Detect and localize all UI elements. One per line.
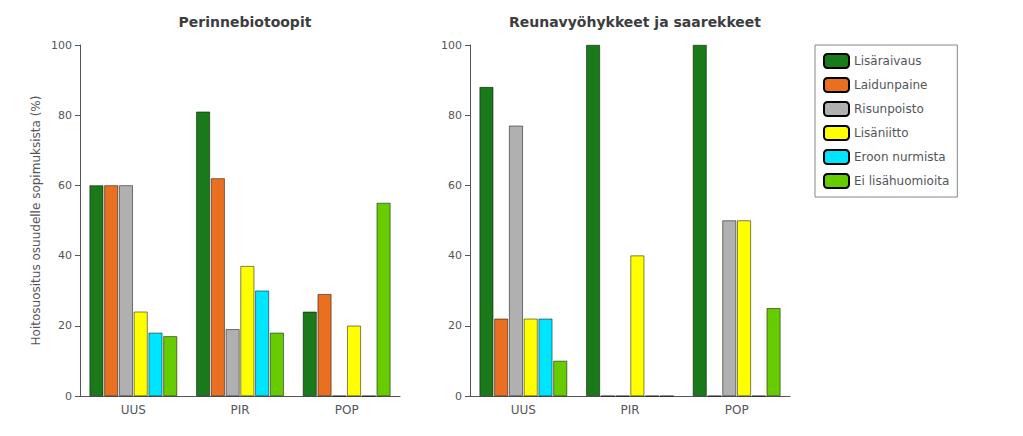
svg-text:PIR: PIR (230, 403, 249, 417)
svg-text:PIR: PIR (620, 403, 639, 417)
svg-text:0: 0 (455, 390, 462, 403)
svg-text:POP: POP (725, 403, 749, 417)
svg-text:100: 100 (51, 39, 72, 52)
svg-text:Lisäraivaus: Lisäraivaus (854, 54, 922, 68)
svg-text:UUS: UUS (121, 403, 146, 417)
svg-text:Eroon nurmista: Eroon nurmista (854, 150, 946, 164)
svg-text:Lisäniitto: Lisäniitto (854, 126, 909, 140)
svg-text:0: 0 (65, 390, 72, 403)
svg-text:Hoitosuositus osuudelle sopimu: Hoitosuositus osuudelle sopimuksista (%) (29, 96, 43, 346)
svg-text:20: 20 (58, 319, 72, 332)
svg-text:Perinnebiotoopit: Perinnebiotoopit (179, 14, 312, 30)
svg-text:Ei lisähuomioita: Ei lisähuomioita (854, 174, 949, 188)
svg-text:60: 60 (58, 179, 72, 192)
svg-text:POP: POP (335, 403, 359, 417)
svg-text:80: 80 (58, 109, 72, 122)
svg-text:Risunpoisto: Risunpoisto (854, 102, 924, 116)
svg-text:Reunavyöhykkeet ja saarekkeet: Reunavyöhykkeet ja saarekkeet (509, 14, 761, 30)
svg-text:40: 40 (58, 249, 72, 262)
svg-text:Laidunpaine: Laidunpaine (854, 78, 928, 92)
svg-text:80: 80 (448, 109, 462, 122)
svg-text:20: 20 (448, 319, 462, 332)
svg-text:100: 100 (441, 39, 462, 52)
svg-text:60: 60 (448, 179, 462, 192)
svg-text:40: 40 (448, 249, 462, 262)
svg-text:UUS: UUS (511, 403, 536, 417)
